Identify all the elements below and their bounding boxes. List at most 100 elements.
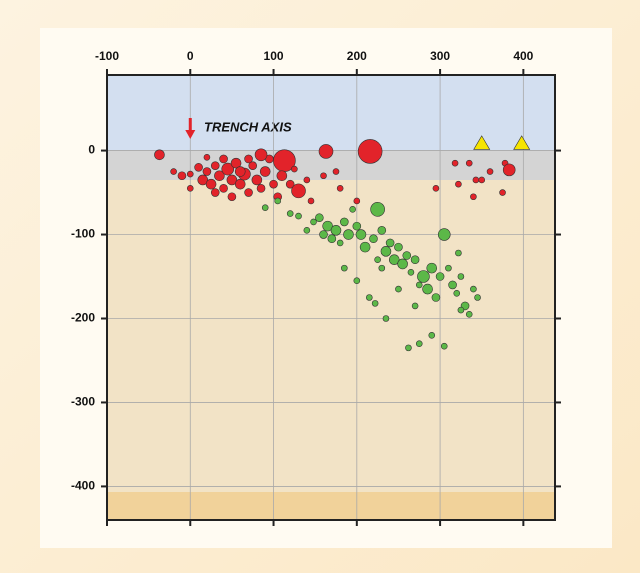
event-point xyxy=(354,198,360,204)
lower-band xyxy=(107,492,555,520)
event-point xyxy=(394,243,402,251)
event-point xyxy=(235,179,245,189)
event-point xyxy=(432,294,440,302)
event-point xyxy=(369,235,377,243)
y-tick-label: -100 xyxy=(71,227,95,241)
x-tick-label: 200 xyxy=(347,49,367,63)
event-point xyxy=(220,184,228,192)
event-point xyxy=(360,242,370,252)
event-point xyxy=(416,282,422,288)
event-point xyxy=(452,160,458,166)
x-tick-label: 100 xyxy=(264,49,284,63)
event-point xyxy=(386,239,394,247)
event-point xyxy=(319,144,333,158)
event-point xyxy=(371,202,385,216)
event-point xyxy=(405,345,411,351)
event-point xyxy=(206,179,216,189)
event-point xyxy=(337,185,343,191)
event-point xyxy=(187,185,193,191)
event-point xyxy=(292,184,306,198)
event-point xyxy=(438,229,450,241)
y-tick-label: -200 xyxy=(71,311,95,325)
event-point xyxy=(262,205,268,211)
event-point xyxy=(487,169,493,175)
event-point xyxy=(203,168,211,176)
event-point xyxy=(320,231,328,239)
event-point xyxy=(395,286,401,292)
x-tick-label: 400 xyxy=(513,49,533,63)
event-point xyxy=(379,265,385,271)
event-point xyxy=(383,315,389,321)
event-point xyxy=(220,155,228,163)
event-point xyxy=(403,252,411,260)
event-point xyxy=(416,341,422,347)
event-point xyxy=(375,257,381,263)
event-point xyxy=(411,256,419,264)
event-point xyxy=(500,190,506,196)
event-point xyxy=(429,332,435,338)
event-point xyxy=(304,227,310,233)
y-tick-label: -300 xyxy=(71,395,95,409)
event-point xyxy=(291,166,297,172)
event-point xyxy=(252,175,262,185)
event-point xyxy=(479,177,485,183)
event-point xyxy=(378,226,386,234)
event-point xyxy=(341,265,347,271)
event-point xyxy=(353,222,361,230)
event-point xyxy=(466,160,472,166)
event-point xyxy=(441,343,447,349)
event-point xyxy=(470,194,476,200)
chart: TRENCH AXIS -10001002003004000-100-200-3… xyxy=(0,0,640,573)
ocean-band xyxy=(107,75,555,150)
event-point xyxy=(366,295,372,301)
event-point xyxy=(454,290,460,296)
event-point xyxy=(257,184,265,192)
event-point xyxy=(473,177,479,183)
event-point xyxy=(458,274,464,280)
event-point xyxy=(466,311,472,317)
event-point xyxy=(255,149,267,161)
event-point xyxy=(211,162,219,170)
plot-area xyxy=(107,75,555,520)
event-point xyxy=(503,164,515,176)
event-point xyxy=(154,150,164,160)
event-point xyxy=(277,171,287,181)
event-point xyxy=(245,189,253,197)
event-point xyxy=(235,167,245,177)
event-point xyxy=(260,167,270,177)
event-point xyxy=(308,198,314,204)
event-point xyxy=(187,171,193,177)
event-point xyxy=(204,154,210,160)
y-tick-label: -400 xyxy=(71,479,95,493)
event-point xyxy=(436,273,444,281)
event-point xyxy=(178,172,186,180)
event-point xyxy=(315,214,323,222)
event-point xyxy=(412,303,418,309)
event-point xyxy=(423,284,433,294)
event-point xyxy=(398,259,408,269)
event-point xyxy=(195,163,203,171)
event-point xyxy=(340,218,348,226)
event-point xyxy=(381,246,391,256)
event-point xyxy=(417,271,429,283)
event-point xyxy=(321,173,327,179)
annotation: TRENCH AXIS xyxy=(204,119,292,134)
event-point xyxy=(270,180,278,188)
event-point xyxy=(372,300,378,306)
event-point xyxy=(455,181,461,187)
event-point xyxy=(304,177,310,183)
event-point xyxy=(171,169,177,175)
event-point xyxy=(211,189,219,197)
event-point xyxy=(408,269,414,275)
x-tick-label: -100 xyxy=(95,49,119,63)
event-point xyxy=(328,235,336,243)
event-point xyxy=(228,193,236,201)
event-point xyxy=(445,265,451,271)
event-point xyxy=(287,211,293,217)
event-point xyxy=(449,281,457,289)
event-point xyxy=(354,278,360,284)
event-point xyxy=(358,139,382,163)
event-point xyxy=(356,230,366,240)
event-point xyxy=(331,225,341,235)
x-tick-label: 300 xyxy=(430,49,450,63)
